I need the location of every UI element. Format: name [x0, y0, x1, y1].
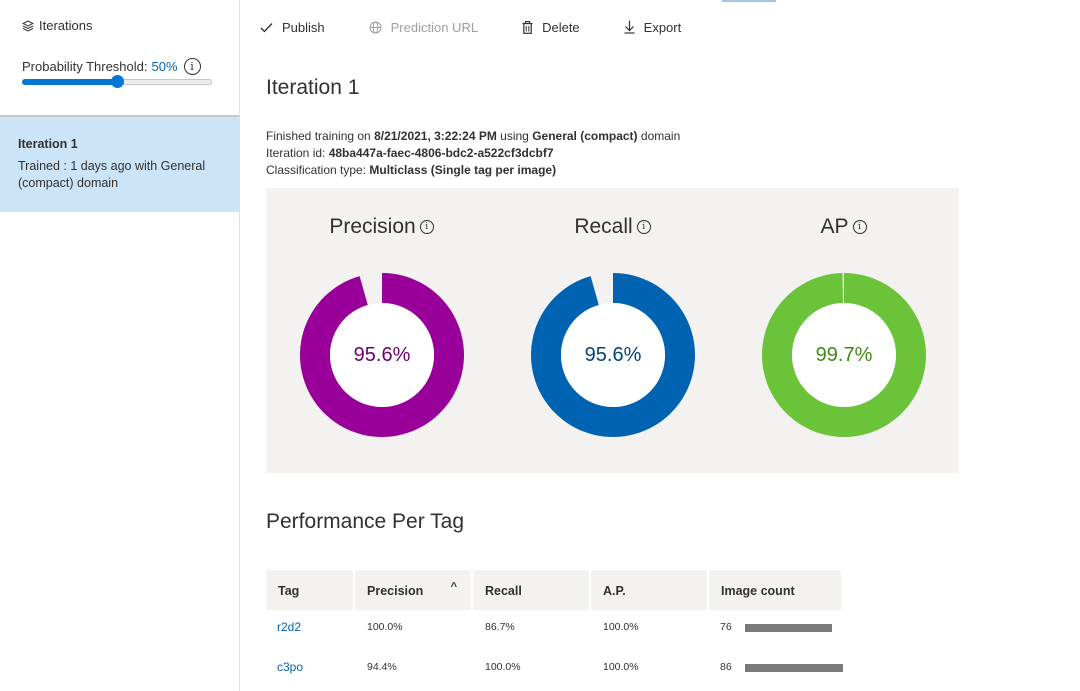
recall-metric: Recall 95.6%	[497, 188, 728, 473]
domain-name: General (compact)	[532, 129, 638, 143]
trash-icon	[522, 20, 533, 34]
page-title: Iteration 1	[266, 76, 360, 99]
info-icon[interactable]	[852, 220, 867, 234]
metrics-panel: Precision 95.6% Recall 95.6% AP 99.7%	[266, 188, 959, 473]
sidebar-divider	[0, 115, 239, 117]
tag-name: r2d2	[277, 620, 302, 634]
slider-thumb[interactable]	[111, 75, 124, 88]
tag-link[interactable]: r2d2	[277, 620, 301, 634]
domain-suffix: domain	[637, 129, 681, 143]
image-count-bar	[745, 624, 832, 632]
sort-ascending-icon: ^	[450, 581, 457, 593]
using-text: using	[496, 129, 533, 143]
delete-button[interactable]: Delete	[522, 20, 580, 35]
threshold-value: 50%	[151, 59, 178, 74]
precision-metric: Precision 95.6%	[266, 188, 497, 473]
iteration-id-value: 48ba447a-faec-4806-bdc2-a522cf3dcbf7	[328, 146, 554, 160]
iteration-list-item[interactable]: Iteration 1 Trained : 1 days ago with Ge…	[0, 117, 239, 212]
threshold-row: Probability Threshold: 50%	[22, 58, 201, 75]
toolbar: Publish Prediction URL Delete	[260, 17, 725, 37]
precision-label: Precision	[329, 215, 416, 238]
column-header-precision[interactable]: Precision ^	[355, 570, 471, 610]
classification-line: Classification type: Multiclass (Single …	[266, 162, 680, 179]
precision-cell: 100.0%	[367, 621, 403, 633]
iteration-id-label: Iteration id:	[266, 146, 329, 160]
training-metadata: Finished training on 8/21/2021, 3:22:24 …	[266, 128, 680, 179]
tag-link[interactable]: c3po	[277, 660, 303, 674]
ap-donut-chart	[762, 273, 926, 437]
precision-donut-chart	[300, 273, 464, 437]
finished-prefix: Finished training on	[266, 129, 375, 143]
finished-date: 8/21/2021, 3:22:24 PM	[374, 129, 497, 143]
prediction-url-label: Prediction URL	[390, 19, 479, 35]
delete-label: Delete	[542, 19, 580, 35]
recall-cell: 100.0%	[485, 661, 521, 673]
info-icon[interactable]	[636, 220, 651, 234]
publish-label: Publish	[282, 19, 325, 35]
iteration-item-name: Iteration 1	[18, 137, 78, 151]
recall-value: 95.6%	[584, 343, 642, 366]
ap-cell: 100.0%	[603, 621, 639, 633]
donut-arc	[300, 273, 464, 437]
prediction-url-button[interactable]: Prediction URL	[369, 20, 478, 35]
precision-header-label: Precision	[367, 584, 424, 598]
export-label: Export	[643, 19, 682, 35]
column-header-ap[interactable]: A.P.	[591, 570, 707, 610]
threshold-label: Probability Threshold:	[22, 59, 148, 74]
info-icon[interactable]	[419, 220, 434, 234]
performance-per-tag-title: Performance Per Tag	[266, 510, 465, 533]
recall-cell: 86.7%	[485, 621, 515, 633]
column-header-image-count[interactable]: Image count	[709, 570, 841, 610]
image-count-cell: 76	[720, 621, 732, 633]
column-header-recall[interactable]: Recall	[473, 570, 589, 610]
checkmark-icon	[260, 22, 273, 32]
image-count-bar	[745, 664, 843, 672]
tag-name: c3po	[277, 660, 304, 674]
donut-arc	[762, 273, 926, 437]
layers-icon	[22, 19, 34, 32]
info-icon[interactable]	[183, 58, 201, 75]
export-button[interactable]: Export	[624, 19, 682, 35]
recall-metric-header: Recall	[497, 215, 728, 239]
image-count-cell: 86	[720, 661, 732, 673]
classification-label: Classification type:	[266, 163, 370, 177]
ap-value: 99.7%	[815, 343, 873, 366]
precision-metric-header: Precision	[266, 215, 497, 239]
ap-label: AP	[820, 215, 849, 238]
donut-arc	[531, 273, 695, 437]
publish-button[interactable]: Publish	[260, 20, 325, 35]
precision-cell: 94.4%	[367, 661, 397, 673]
finished-line: Finished training on 8/21/2021, 3:22:24 …	[266, 128, 680, 145]
ap-metric-header: AP	[728, 215, 959, 239]
threshold-slider[interactable]	[22, 75, 212, 88]
ap-metric: AP 99.7%	[728, 188, 959, 473]
iteration-id-line: Iteration id: 48ba447a-faec-4806-bdc2-a5…	[266, 145, 680, 162]
iterations-header[interactable]: Iterations	[22, 18, 92, 33]
download-icon	[624, 20, 635, 34]
donut-hole	[792, 303, 896, 407]
precision-value: 95.6%	[353, 343, 411, 366]
iteration-item-description: Trained : 1 days ago with General (compa…	[18, 159, 206, 190]
sidebar: Iterations Probability Threshold: 50% It…	[0, 0, 240, 691]
donut-hole	[330, 303, 434, 407]
donut-hole	[561, 303, 665, 407]
classification-value: Multiclass (Single tag per image)	[369, 163, 557, 177]
recall-donut-chart	[531, 273, 695, 437]
column-header-tag[interactable]: Tag	[266, 570, 353, 610]
slider-fill	[22, 79, 117, 85]
top-accent-bar	[722, 0, 776, 2]
recall-label: Recall	[574, 215, 633, 238]
iterations-header-label: Iterations	[39, 18, 93, 33]
globe-icon	[369, 21, 382, 33]
ap-cell: 100.0%	[603, 661, 639, 673]
